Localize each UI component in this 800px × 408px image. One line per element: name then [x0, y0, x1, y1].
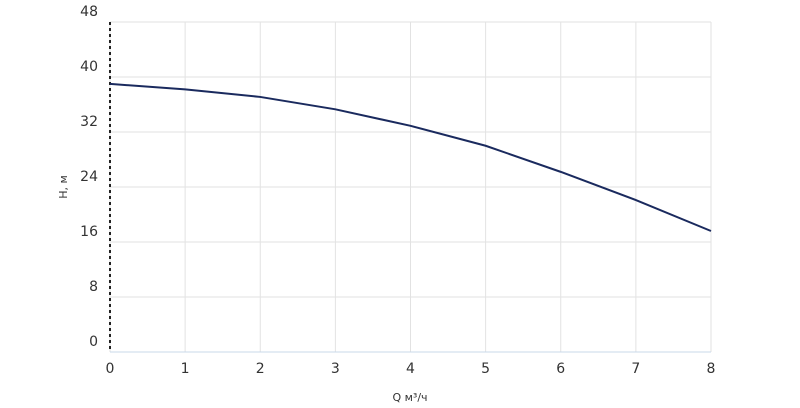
- y-tick-label: 8: [89, 279, 98, 295]
- x-tick-label: 7: [631, 361, 640, 377]
- x-tick-label: 6: [556, 361, 565, 377]
- x-tick-label: 4: [406, 361, 415, 377]
- y-tick-label: 0: [89, 334, 98, 350]
- y-tick-label: 48: [80, 4, 98, 20]
- x-tick-label: 3: [331, 361, 340, 377]
- y-tick-label: 32: [80, 114, 98, 130]
- y-tick-label: 16: [80, 224, 98, 240]
- x-tick-label: 5: [481, 361, 490, 377]
- y-tick-label: 40: [80, 59, 98, 75]
- y-tick-label: 24: [80, 169, 98, 185]
- x-tick-label: 1: [181, 361, 190, 377]
- x-tick-label: 2: [256, 361, 265, 377]
- x-tick-label: 0: [106, 361, 115, 377]
- y-axis-label: H, м: [57, 175, 70, 199]
- series-line: [109, 82, 712, 232]
- x-tick-label: 8: [707, 361, 716, 377]
- x-axis-label: Q м³/ч: [392, 391, 427, 404]
